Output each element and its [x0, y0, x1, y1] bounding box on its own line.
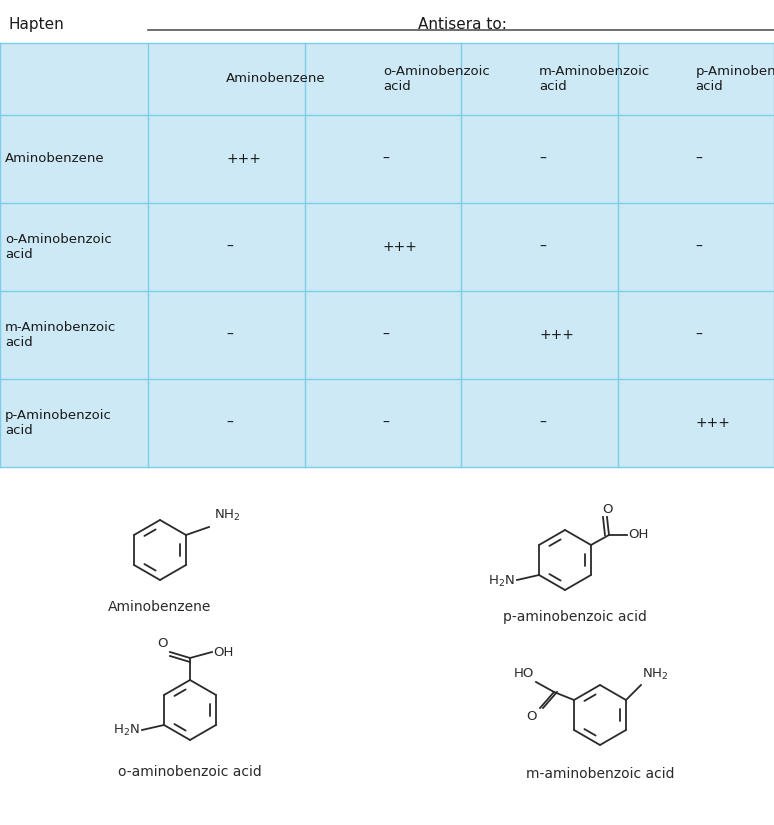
Text: m-Aminobenzoic
acid: m-Aminobenzoic acid	[539, 65, 650, 93]
Text: Aminobenzene: Aminobenzene	[5, 153, 104, 166]
Text: –: –	[383, 152, 389, 166]
Text: –: –	[226, 328, 233, 342]
Text: HO: HO	[514, 667, 534, 680]
Text: –: –	[383, 416, 389, 430]
Text: H$_2$N: H$_2$N	[488, 573, 515, 588]
Text: +++: +++	[539, 328, 574, 342]
Text: –: –	[696, 152, 703, 166]
Text: NH$_2$: NH$_2$	[642, 667, 669, 682]
Text: –: –	[539, 240, 546, 254]
Text: –: –	[383, 328, 389, 342]
Text: OH: OH	[628, 529, 649, 541]
Text: o-Aminobenzoic
acid: o-Aminobenzoic acid	[5, 233, 111, 261]
Text: O: O	[603, 503, 613, 516]
Text: +++: +++	[383, 240, 418, 254]
Text: –: –	[539, 152, 546, 166]
Text: p-Aminobenzoic
acid: p-Aminobenzoic acid	[696, 65, 774, 93]
Text: –: –	[226, 416, 233, 430]
Text: Aminobenzene: Aminobenzene	[226, 73, 326, 86]
Text: p-aminobenzoic acid: p-aminobenzoic acid	[503, 610, 647, 624]
Text: Aminobenzene: Aminobenzene	[108, 600, 211, 614]
Text: O: O	[157, 637, 168, 650]
Text: m-aminobenzoic acid: m-aminobenzoic acid	[526, 767, 674, 781]
Text: –: –	[539, 416, 546, 430]
Text: p-Aminobenzoic
acid: p-Aminobenzoic acid	[5, 409, 112, 437]
Text: o-Aminobenzoic
acid: o-Aminobenzoic acid	[383, 65, 489, 93]
Text: NH$_2$: NH$_2$	[214, 508, 241, 523]
Text: m-Aminobenzoic
acid: m-Aminobenzoic acid	[5, 321, 116, 349]
Text: o-aminobenzoic acid: o-aminobenzoic acid	[118, 765, 262, 779]
Text: –: –	[696, 328, 703, 342]
Text: Antisera to:: Antisera to:	[417, 17, 506, 32]
Text: –: –	[696, 240, 703, 254]
Text: O: O	[526, 710, 537, 723]
Text: H$_2$N: H$_2$N	[113, 723, 140, 738]
FancyBboxPatch shape	[0, 43, 774, 467]
Text: –: –	[226, 240, 233, 254]
Text: +++: +++	[226, 152, 261, 166]
Text: OH: OH	[213, 645, 234, 658]
Text: +++: +++	[696, 416, 731, 430]
Text: Hapten: Hapten	[8, 17, 63, 32]
